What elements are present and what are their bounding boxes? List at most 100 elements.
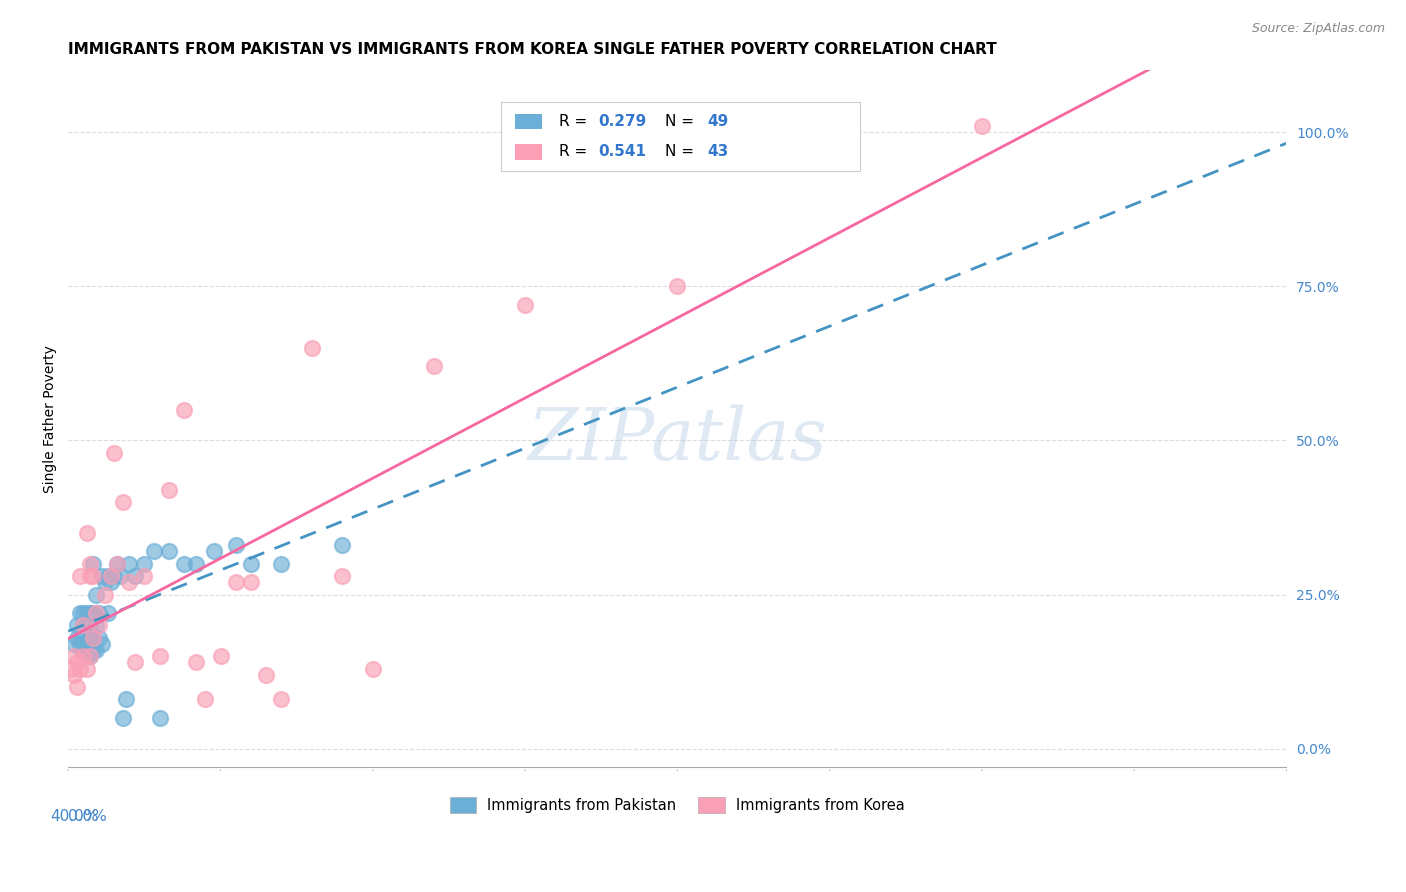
Point bbox=[72, 631, 94, 645]
Point bbox=[82, 631, 104, 645]
Point bbox=[173, 557, 195, 571]
Point bbox=[90, 637, 112, 651]
Point bbox=[82, 643, 104, 657]
Text: 43: 43 bbox=[707, 145, 730, 160]
Point bbox=[134, 557, 156, 571]
Point bbox=[361, 662, 384, 676]
Point bbox=[79, 569, 101, 583]
Point bbox=[79, 618, 101, 632]
Point bbox=[666, 279, 689, 293]
Point bbox=[149, 711, 172, 725]
Text: 0.541: 0.541 bbox=[598, 145, 647, 160]
Point bbox=[72, 643, 94, 657]
Point bbox=[76, 525, 98, 540]
Point bbox=[103, 569, 125, 583]
Point bbox=[108, 569, 131, 583]
Point bbox=[94, 575, 117, 590]
FancyBboxPatch shape bbox=[501, 102, 860, 171]
Point bbox=[97, 606, 120, 620]
Point bbox=[103, 446, 125, 460]
Point bbox=[100, 575, 122, 590]
Point bbox=[87, 606, 110, 620]
Point bbox=[209, 649, 232, 664]
Point bbox=[76, 606, 98, 620]
Point bbox=[254, 667, 277, 681]
Point bbox=[66, 680, 89, 694]
Point bbox=[76, 637, 98, 651]
Point bbox=[63, 667, 86, 681]
Point bbox=[239, 557, 262, 571]
Point bbox=[82, 606, 104, 620]
Point bbox=[301, 341, 323, 355]
Point bbox=[79, 649, 101, 664]
Point bbox=[72, 649, 94, 664]
Point bbox=[270, 692, 292, 706]
Text: 40.0%: 40.0% bbox=[51, 809, 98, 824]
Point bbox=[142, 544, 165, 558]
Y-axis label: Single Father Poverty: Single Father Poverty bbox=[44, 345, 58, 492]
Point bbox=[149, 649, 172, 664]
Point bbox=[118, 557, 141, 571]
FancyBboxPatch shape bbox=[516, 145, 543, 160]
Text: ZIPatlas: ZIPatlas bbox=[527, 404, 827, 475]
Text: R =: R = bbox=[560, 114, 592, 128]
Point bbox=[79, 557, 101, 571]
Point bbox=[69, 606, 91, 620]
Point bbox=[82, 631, 104, 645]
Point bbox=[194, 692, 217, 706]
Point bbox=[60, 662, 83, 676]
Point bbox=[157, 544, 180, 558]
Point bbox=[970, 119, 993, 133]
Point bbox=[112, 495, 135, 509]
Text: 0.279: 0.279 bbox=[598, 114, 647, 128]
Text: Source: ZipAtlas.com: Source: ZipAtlas.com bbox=[1251, 22, 1385, 36]
Point bbox=[69, 637, 91, 651]
Text: N =: N = bbox=[665, 114, 699, 128]
Text: R =: R = bbox=[560, 145, 592, 160]
Point bbox=[134, 569, 156, 583]
Point bbox=[84, 618, 107, 632]
Point bbox=[225, 538, 247, 552]
Point bbox=[157, 483, 180, 497]
Point bbox=[204, 544, 226, 558]
Point bbox=[72, 606, 94, 620]
Point bbox=[330, 538, 353, 552]
Text: IMMIGRANTS FROM PAKISTAN VS IMMIGRANTS FROM KOREA SINGLE FATHER POVERTY CORRELAT: IMMIGRANTS FROM PAKISTAN VS IMMIGRANTS F… bbox=[69, 42, 997, 57]
Point bbox=[225, 575, 247, 590]
FancyBboxPatch shape bbox=[516, 113, 543, 129]
Point bbox=[124, 656, 146, 670]
Text: N =: N = bbox=[665, 145, 699, 160]
Point bbox=[79, 631, 101, 645]
Point bbox=[66, 631, 89, 645]
Legend: Immigrants from Pakistan, Immigrants from Korea: Immigrants from Pakistan, Immigrants fro… bbox=[444, 790, 911, 819]
Point bbox=[105, 557, 128, 571]
Point bbox=[173, 402, 195, 417]
Point bbox=[94, 588, 117, 602]
Point bbox=[79, 606, 101, 620]
Point bbox=[186, 656, 208, 670]
Point bbox=[72, 618, 94, 632]
Point bbox=[76, 649, 98, 664]
Point bbox=[84, 606, 107, 620]
Point bbox=[239, 575, 262, 590]
Point bbox=[513, 298, 536, 312]
Point bbox=[84, 588, 107, 602]
Point bbox=[69, 662, 91, 676]
Point bbox=[90, 569, 112, 583]
Point bbox=[82, 557, 104, 571]
Point bbox=[79, 649, 101, 664]
Point bbox=[118, 575, 141, 590]
Text: 49: 49 bbox=[707, 114, 730, 128]
Text: 0.0%: 0.0% bbox=[69, 809, 107, 824]
Point bbox=[270, 557, 292, 571]
Point bbox=[100, 569, 122, 583]
Point bbox=[72, 618, 94, 632]
Point bbox=[66, 618, 89, 632]
Point bbox=[76, 662, 98, 676]
Point bbox=[69, 569, 91, 583]
Point bbox=[87, 631, 110, 645]
Point bbox=[63, 649, 86, 664]
Point bbox=[112, 711, 135, 725]
Point bbox=[422, 359, 444, 374]
Point bbox=[87, 618, 110, 632]
